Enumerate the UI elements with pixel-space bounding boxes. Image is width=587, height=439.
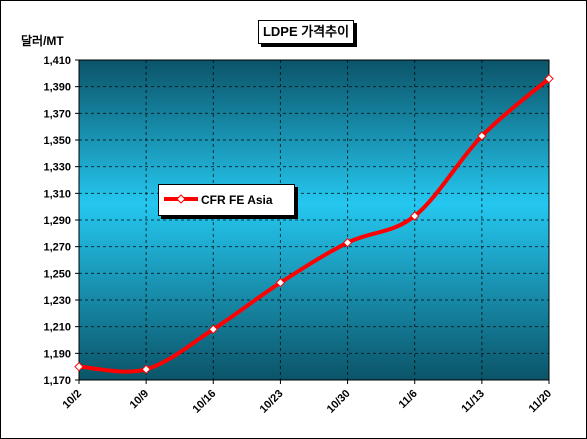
x-tick-label: 10/9 [128,388,152,412]
data-point [141,364,151,375]
y-tick-label: 1,350 [43,135,71,147]
y-axis-label: 달러/MT [21,34,64,48]
data-point [477,131,487,141]
x-tick-label: 11/13 [459,388,487,416]
x-tick-label: 10/16 [190,388,218,416]
y-tick-label: 1,170 [43,375,71,387]
y-tick-label: 1,250 [43,268,71,280]
legend-line-marker [164,194,198,204]
data-point [544,73,554,84]
x-tick-label: 11/6 [397,388,420,411]
y-axis-ticks: 1,170 1,190 1,210 1,230 1,250 1,270 1,290 1,310… [43,55,79,387]
y-tick-label: 1,310 [43,188,71,200]
data-point [74,361,84,372]
y-tick-label: 1,270 [43,242,71,254]
y-tick-label: 1,370 [43,108,71,120]
y-tick-label: 1,390 [43,82,71,94]
chart-title: LDPE 가격추이 [258,20,354,44]
y-tick-label: 1,410 [43,55,71,67]
x-axis-ticks: 10/2 10/9 10/16 10/23 10/30 11/6 11/13 11/20 [60,380,554,416]
data-point [342,237,353,248]
series-line [78,77,551,374]
data-point [275,277,286,288]
x-tick-label: 10/30 [325,388,353,416]
legend-item-cfr-fe-asia: CFR FE Asia [201,193,273,207]
horizontal-grid [79,86,549,354]
series-layer [74,73,554,375]
x-tick-label: 10/23 [258,388,286,416]
y-tick-label: 1,210 [43,322,71,334]
x-tick-label: 11/20 [527,388,555,416]
y-tick-label: 1,330 [43,162,71,174]
data-point [410,211,420,221]
legend: CFR FE Asia [158,184,295,216]
y-tick-label: 1,290 [43,215,71,227]
y-tick-label: 1,190 [43,348,71,360]
data-point [208,324,218,335]
x-tick-label: 10/2 [60,388,84,412]
y-tick-label: 1,230 [43,295,71,307]
